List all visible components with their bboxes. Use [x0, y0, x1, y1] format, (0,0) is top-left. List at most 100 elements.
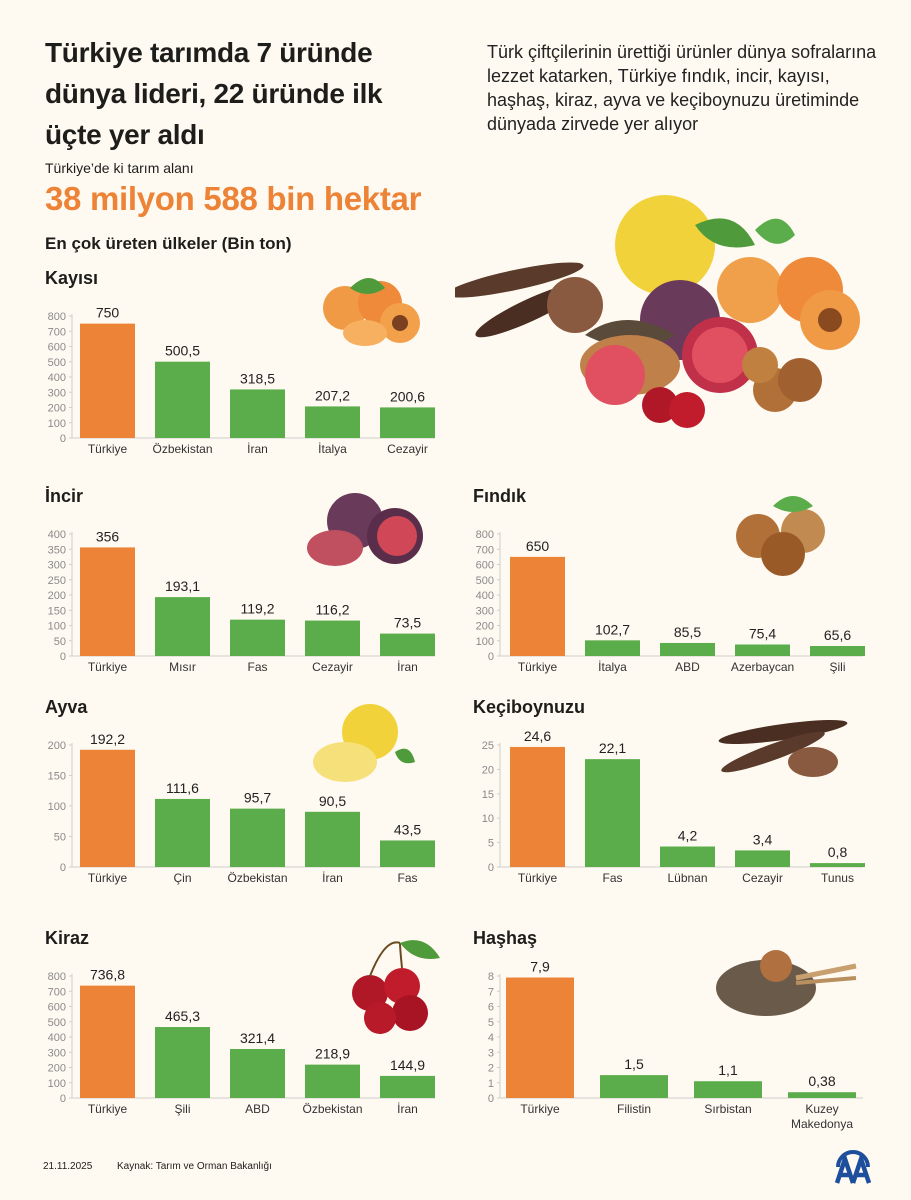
bar-Özbekistan — [305, 1064, 360, 1098]
category-label: İran — [322, 871, 343, 885]
y-tick-label: 300 — [476, 605, 494, 617]
category-label: Türkiye — [518, 871, 558, 885]
category-label: Fas — [247, 660, 267, 674]
y-tick-label: 500 — [476, 575, 494, 587]
y-tick-label: 50 — [54, 832, 66, 844]
data-label: 85,5 — [674, 624, 701, 640]
y-tick-label: 200 — [476, 621, 494, 633]
y-tick-label: 500 — [48, 1017, 66, 1029]
y-tick-label: 200 — [48, 590, 66, 602]
category-label: Türkiye — [88, 442, 128, 456]
y-tick-label: 200 — [48, 1063, 66, 1075]
y-tick-label: 6 — [488, 1002, 494, 1014]
bar-İtalya — [305, 406, 360, 438]
y-tick-label: 5 — [488, 1017, 494, 1029]
bar-Türkiye — [80, 323, 135, 438]
chart-title: Ayva — [45, 697, 88, 717]
hero-fruits-image — [455, 195, 860, 428]
y-tick-label: 250 — [48, 575, 66, 587]
bar-chart: 0 100 200 300 400 500 600 700 800 650 Türkiye 102,7… — [476, 496, 865, 674]
y-tick-label: 400 — [48, 1032, 66, 1044]
bar-Türkiye — [506, 977, 574, 1098]
section-title: En çok üreten ülkeler (Bin ton) — [45, 234, 292, 253]
y-tick-label: 100 — [48, 418, 66, 430]
category-label: Şili — [174, 1102, 190, 1116]
category-label: İran — [397, 1102, 418, 1116]
y-tick-label: 0 — [488, 651, 494, 663]
bar-Şili — [810, 645, 865, 656]
category-label: Fas — [602, 871, 622, 885]
category-label: İran — [247, 442, 268, 456]
bar-Türkiye — [510, 746, 565, 867]
data-label: 75,4 — [749, 626, 776, 642]
bar-Tunus — [810, 863, 865, 867]
y-tick-label: 700 — [476, 544, 494, 556]
bar-İran — [305, 811, 360, 867]
category-label: ABD — [245, 1102, 270, 1116]
data-label: 90,5 — [319, 793, 346, 809]
bar-Türkiye — [80, 749, 135, 867]
data-label: 4,2 — [678, 828, 698, 844]
y-tick-label: 300 — [48, 560, 66, 572]
category-label: Lübnan — [667, 871, 707, 885]
bar-chart: 0 50 100 150 200 250 300 350 400 356 Türkiye 193,1 M… — [48, 493, 435, 674]
y-tick-label: 800 — [48, 971, 66, 983]
data-label: 116,2 — [316, 602, 350, 618]
category-label: İran — [397, 660, 418, 674]
category-label: Cezayir — [742, 871, 783, 885]
data-label: 465,3 — [165, 1008, 200, 1024]
category-label: İtalya — [318, 442, 347, 456]
cherry-image — [352, 940, 440, 1034]
data-label: 73,5 — [394, 615, 421, 631]
bar-ABD — [660, 642, 715, 656]
data-label: 207,2 — [315, 387, 350, 403]
y-tick-label: 700 — [48, 986, 66, 998]
data-label: 200,6 — [390, 388, 425, 404]
data-label: 500,5 — [165, 343, 200, 359]
y-tick-label: 400 — [476, 590, 494, 602]
chart-title: Keçiboynuzu — [473, 697, 586, 717]
bar-chart: 0 5 10 15 20 25 24,6 Türkiye 22,1 Fas 4,2 Lübnan 3,4… — [482, 719, 865, 885]
bar-Cezayir — [305, 620, 360, 656]
bar-Özbekistan — [155, 361, 210, 438]
bar-Sırbistan — [694, 1081, 762, 1098]
data-label: 1,1 — [718, 1062, 738, 1078]
category-label: Kuzey Makedonya — [791, 1102, 853, 1131]
page-title: Türkiye tarımda 7 üründe dünya lideri, 2… — [45, 37, 383, 150]
area-value: 38 milyon 588 bin hektar — [45, 180, 422, 217]
category-label: Mısır — [169, 660, 196, 674]
bar-Azerbaycan — [735, 644, 790, 656]
chart-6: Kiraz 0 100 200 300 400 500 600 700 800 736,8 Türki… — [30, 928, 440, 1128]
bar-Mısır — [155, 597, 210, 656]
bar-chart: 0 50 100 150 200 192,2 Türkiye 111,6 Çin 95,7 Özbe… — [48, 704, 435, 885]
y-tick-label: 400 — [48, 372, 66, 384]
category-label: ABD — [675, 660, 700, 674]
chart-1: Kayısı 0 100 200 300 400 500 600 700 800 750 Türkiy… — [30, 268, 440, 468]
data-label: 65,6 — [824, 627, 851, 643]
category-label: Fas — [397, 871, 417, 885]
y-tick-label: 10 — [482, 813, 494, 825]
data-label: 119,2 — [241, 601, 275, 617]
bar-İran — [380, 633, 435, 656]
data-label: 192,2 — [90, 731, 125, 747]
chart-title: Haşhaş — [473, 928, 538, 948]
hazelnut-image — [736, 496, 825, 576]
chart-title: Kayısı — [45, 268, 99, 288]
data-label: 218,9 — [315, 1046, 350, 1062]
data-label: 3,4 — [753, 831, 773, 847]
y-tick-label: 500 — [48, 357, 66, 369]
category-label: Özbekistan — [302, 1102, 362, 1116]
y-tick-label: 25 — [482, 740, 494, 752]
y-tick-label: 0 — [60, 651, 66, 663]
apricot-image — [323, 278, 420, 346]
intro-text: Türk çiftçilerinin ürettiği ürünler düny… — [487, 42, 877, 134]
y-tick-label: 4 — [488, 1032, 494, 1044]
category-label: İtalya — [598, 660, 627, 674]
y-tick-label: 600 — [476, 560, 494, 572]
data-label: 24,6 — [524, 728, 551, 744]
y-tick-label: 1 — [488, 1078, 494, 1090]
y-tick-label: 15 — [482, 789, 494, 801]
y-tick-label: 0 — [488, 862, 494, 874]
data-label: 750 — [96, 305, 120, 321]
category-label: Cezayir — [387, 442, 428, 456]
